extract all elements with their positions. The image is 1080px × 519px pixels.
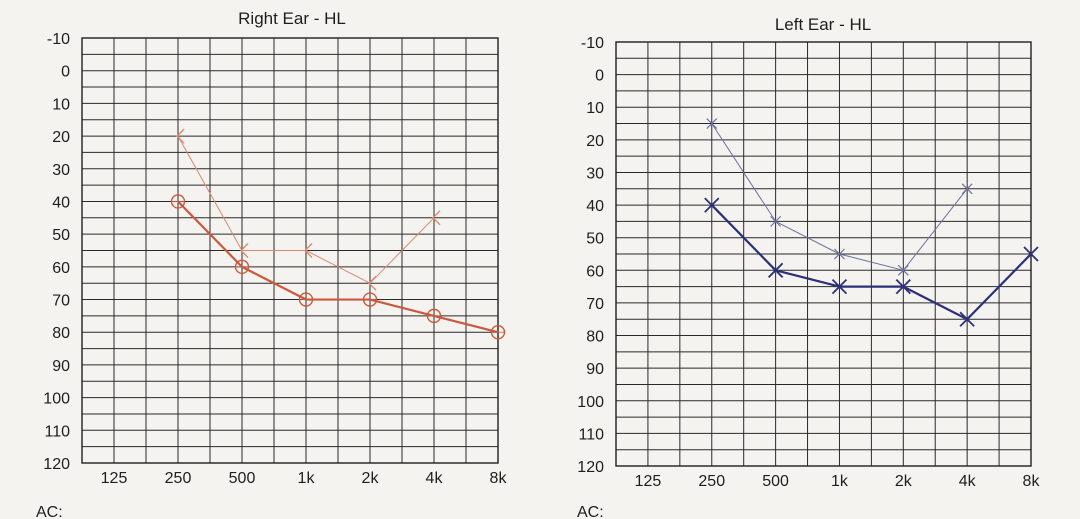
x-tick-label: 125 <box>101 470 128 487</box>
y-tick-label: 70 <box>586 296 604 313</box>
y-tick-label: 90 <box>52 358 70 375</box>
x-tick-label: 125 <box>635 473 662 490</box>
left-bone-marker <box>897 264 909 276</box>
right-ac-label: AC: <box>36 504 63 519</box>
right-air-line <box>177 200 499 334</box>
right-bone-marker <box>368 275 377 291</box>
right-ear-audiogram: Right Ear - HL -10 0 10 20 30 40 50 60 70 80 90 100… <box>43 9 507 487</box>
right-bone-marker <box>304 243 313 258</box>
y-tick-label: 10 <box>586 100 604 117</box>
y-tick-label: 40 <box>52 194 70 211</box>
right-bone-marker <box>240 243 249 258</box>
right-ear-title: Right Ear - HL <box>238 9 346 28</box>
y-tick-label: 60 <box>586 263 604 280</box>
left-air-marker <box>767 262 784 278</box>
left-bone-marker <box>706 118 718 129</box>
y-tick-label: 120 <box>577 459 604 476</box>
y-tick-label: 80 <box>586 329 604 346</box>
y-tick-label: 0 <box>61 64 70 81</box>
left-air-marker <box>704 197 720 213</box>
x-tick-label: 250 <box>698 473 725 490</box>
x-tick-label: 8k <box>1023 473 1041 490</box>
left-air-marker <box>831 278 848 295</box>
x-tick-label: 2k <box>895 473 913 490</box>
y-tick-label: 50 <box>586 231 604 248</box>
y-tick-label: 110 <box>44 423 70 440</box>
left-air-marker <box>959 311 975 327</box>
y-tick-label: 60 <box>52 260 70 277</box>
y-tick-label: 70 <box>52 293 70 310</box>
y-tick-label: 80 <box>52 325 70 342</box>
y-tick-label: 10 <box>52 96 70 113</box>
left-air-marker <box>1023 246 1039 262</box>
y-tick-label: 20 <box>586 133 604 150</box>
left-air-marker <box>895 278 911 295</box>
right-bone-marker <box>176 128 185 144</box>
plot-frame <box>81 37 499 464</box>
left-bone-marker <box>961 183 973 195</box>
x-tick-label: 2k <box>362 470 380 487</box>
y-tick-label: 0 <box>595 68 604 85</box>
y-tick-label: 120 <box>43 456 70 473</box>
y-tick-label: 110 <box>578 426 604 443</box>
y-tick-label: 90 <box>586 361 604 378</box>
left-ear-audiogram: Left Ear - HL -10 0 10 20 30 40 50 60 70 80 90 100 1… <box>577 15 1040 490</box>
right-bone-line <box>177 135 435 284</box>
y-tick-label: 100 <box>43 391 70 408</box>
y-tick-label: 30 <box>586 165 604 182</box>
x-tick-label: 1k <box>298 470 316 487</box>
y-tick-label: 50 <box>52 227 70 244</box>
y-tick-label: 100 <box>577 394 604 411</box>
x-tick-label: 500 <box>229 470 256 487</box>
x-tick-label: 4k <box>959 473 977 490</box>
left-bone-marker <box>770 215 782 227</box>
left-bone-marker <box>834 248 845 260</box>
x-tick-label: 1k <box>831 473 849 490</box>
y-tick-label: 40 <box>586 198 604 215</box>
x-tick-label: 250 <box>165 470 192 487</box>
left-ear-title: Left Ear - HL <box>775 15 871 34</box>
left-ac-label: AC: <box>577 504 604 519</box>
y-tick-label: -10 <box>47 31 70 48</box>
x-tick-label: 4k <box>426 470 444 487</box>
y-tick-label: 20 <box>52 129 70 146</box>
right-bone-marker <box>432 210 441 226</box>
y-tick-label: 30 <box>52 162 70 179</box>
y-tick-label: -10 <box>581 35 604 52</box>
left-air-line <box>710 204 1032 321</box>
x-tick-label: 500 <box>762 473 789 490</box>
x-tick-label: 8k <box>490 470 508 487</box>
